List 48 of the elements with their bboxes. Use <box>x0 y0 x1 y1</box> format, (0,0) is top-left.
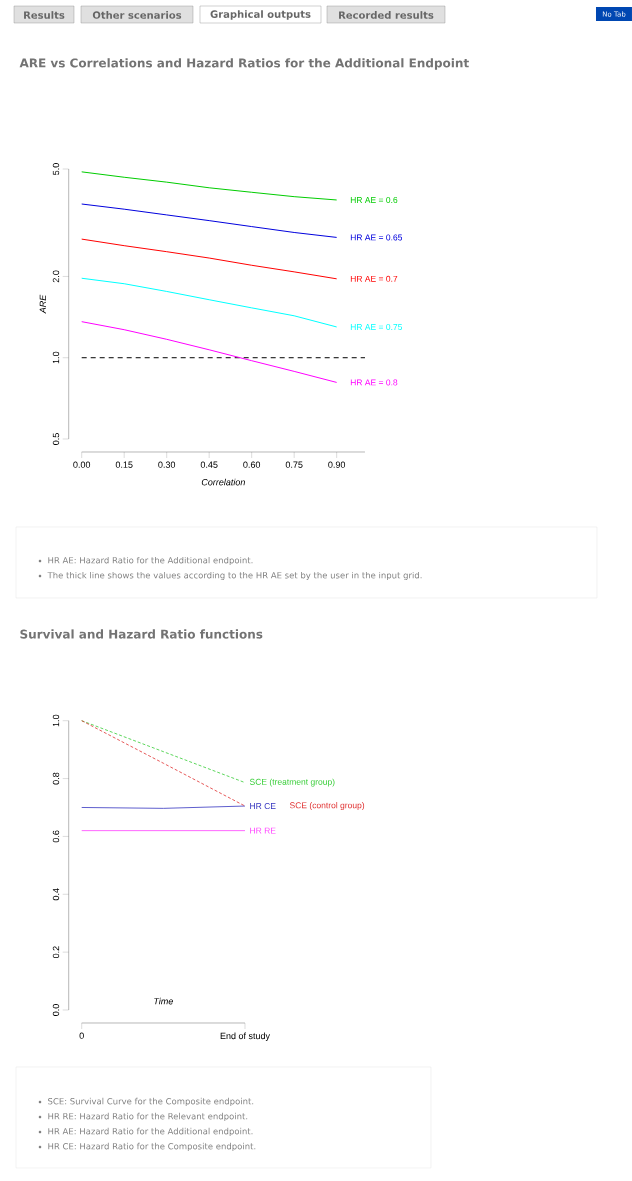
x-tick-label: 0.75 <box>285 461 303 468</box>
y-tick-label: 1.0 <box>52 714 60 727</box>
x-tick-label: 0 <box>79 1032 84 1039</box>
line-series <box>81 171 338 201</box>
y-tick-label: 0.0 <box>52 1004 60 1016</box>
chart-title: ARE vs Correlations and Hazard Ratios for the Additional Endpoint <box>19 58 469 70</box>
y-tick-label: 5.0 <box>52 163 60 175</box>
chart-title: Survival and Hazard Ratio functions <box>20 629 263 639</box>
text: HR AE: Hazard Ratio for the Additional endpoint. <box>48 556 253 566</box>
y-tick-label: 0.8 <box>52 772 60 785</box>
x-tick-label: End of study <box>220 1032 270 1041</box>
y-tick-label: 1.0 <box>52 351 60 364</box>
line-series <box>81 321 338 383</box>
text: HR RE: Hazard Ratio for the Relevant endpoint. <box>48 1112 248 1122</box>
x-tick-label: 0.30 <box>158 461 176 468</box>
series-label: HR AE = 0.65 <box>350 234 403 241</box>
x-tick-label: 0.45 <box>200 461 218 468</box>
text: SCE: Survival Curve for the Composite endpoint. <box>48 1097 254 1107</box>
y-tick-label: 0.4 <box>52 888 60 901</box>
text: HR CE: Hazard Ratio for the Composite endpoint. <box>48 1142 256 1152</box>
line-series <box>81 238 338 280</box>
x-tick-label: 0.90 <box>328 461 346 468</box>
y-tick-label: 2.0 <box>52 270 60 283</box>
x-axis-title: Time <box>154 997 173 1005</box>
series-label: HR AE = 0.7 <box>350 275 398 282</box>
x-axis-title: Correlation <box>201 478 245 486</box>
y-tick-label: 0.5 <box>52 433 60 445</box>
text: SCE (control group) <box>289 802 365 810</box>
text: Other scenarios <box>92 11 182 19</box>
text: HR AE: Hazard Ratio for the Additional endpoint. <box>48 1127 253 1137</box>
series-label: SCE (treatment group) <box>249 778 335 787</box>
series-label: HR RE <box>250 827 276 834</box>
text: Results <box>24 11 65 19</box>
text: The thick line shows the values according to the HR AE set by the user in the input grid. <box>47 571 422 581</box>
y-tick-label: 0.6 <box>52 830 60 843</box>
series-label: HR AE = 0.8 <box>350 379 398 386</box>
series-label: HR AE = 0.75 <box>350 323 403 330</box>
x-tick-label: 0.15 <box>115 461 133 468</box>
line-series <box>81 203 338 238</box>
text: Recorded results <box>339 11 434 19</box>
y-tick-label: 0.2 <box>52 946 60 959</box>
series-label: HR CE <box>250 803 276 810</box>
x-tick-label: 0.00 <box>73 461 91 468</box>
x-tick-label: 0.60 <box>243 461 261 468</box>
series-label: HR AE = 0.6 <box>350 196 398 203</box>
y-axis-title: ARE <box>39 294 46 314</box>
line-series <box>81 277 338 328</box>
text: Graphical outputs <box>210 10 311 20</box>
